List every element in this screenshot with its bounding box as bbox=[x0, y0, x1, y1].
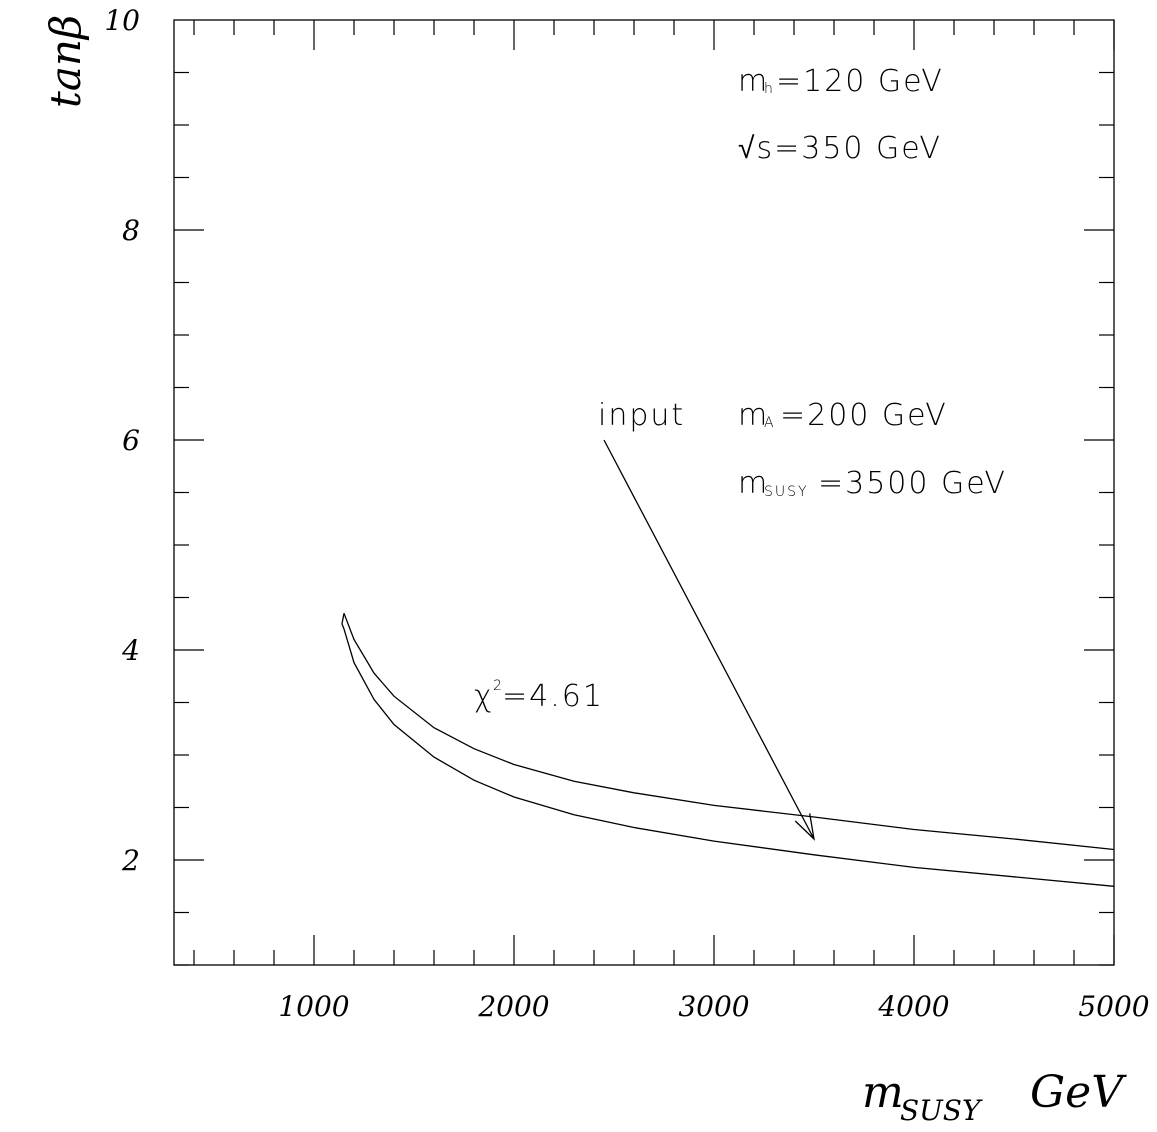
x-tick-label: 3000 bbox=[678, 990, 749, 1023]
annotation-chi2-sup: 2 bbox=[493, 678, 504, 694]
annotation-msusy: m SUSY =3500 GeV bbox=[738, 466, 1007, 501]
annotation-input: input bbox=[598, 398, 685, 433]
annotation-mh-main: m bbox=[738, 64, 769, 99]
annotation-msusy-rest: =3500 GeV bbox=[818, 466, 1007, 501]
x-tick-label: 5000 bbox=[1078, 990, 1149, 1023]
y-tick-label: 2 bbox=[121, 844, 140, 877]
y-tick-label: 6 bbox=[122, 424, 140, 457]
annotation-chi2-main: χ bbox=[474, 679, 494, 714]
y-tick-label: 10 bbox=[104, 4, 140, 37]
annotation-mh-sub: h bbox=[764, 81, 775, 97]
y-tick-label: 4 bbox=[121, 634, 140, 667]
x-tick-labels: 1000 2000 3000 4000 5000 bbox=[278, 990, 1149, 1023]
x-axis-title-main: m bbox=[862, 1067, 904, 1118]
y-tick-labels: 2 4 6 8 10 bbox=[104, 4, 140, 877]
x-axis-title-sub: SUSY bbox=[900, 1094, 983, 1127]
y-tick-label: 8 bbox=[122, 214, 140, 247]
x-tick-label: 1000 bbox=[278, 990, 349, 1023]
annotation-ma-main: m bbox=[738, 398, 769, 433]
annotation-chi2: χ 2 =4.61 bbox=[474, 678, 604, 714]
x-axis-title-unit: GeV bbox=[1030, 1067, 1127, 1118]
contour-line-lower bbox=[341, 613, 1115, 887]
annotation-msusy-sub: SUSY bbox=[764, 484, 809, 500]
x-tick-label: 4000 bbox=[877, 990, 949, 1023]
arrow-shaft bbox=[603, 439, 815, 840]
input-arrow bbox=[603, 439, 815, 841]
annotation-mh: m h =120 GeV bbox=[738, 64, 944, 99]
annotation-ma-rest: =200 GeV bbox=[780, 398, 948, 433]
annotation-mh-rest: =120 GeV bbox=[776, 64, 944, 99]
contour-curves bbox=[341, 613, 1115, 887]
x-axis-title: m SUSY GeV bbox=[862, 1067, 1127, 1127]
contour-line-upper bbox=[343, 613, 1115, 851]
annotation-ma: m A =200 GeV bbox=[738, 398, 948, 433]
annotation-msusy-main: m bbox=[738, 466, 769, 501]
annotation-chi2-rest: =4.61 bbox=[502, 679, 604, 714]
annotation-sqrt-s: √s=350 GeV bbox=[738, 131, 942, 166]
annotation-ma-sub: A bbox=[764, 415, 776, 431]
x-tick-label: 2000 bbox=[477, 990, 549, 1023]
arrow-head bbox=[794, 813, 815, 841]
tick-marks bbox=[174, 20, 1115, 966]
y-axis-title: tanβ bbox=[41, 15, 90, 108]
